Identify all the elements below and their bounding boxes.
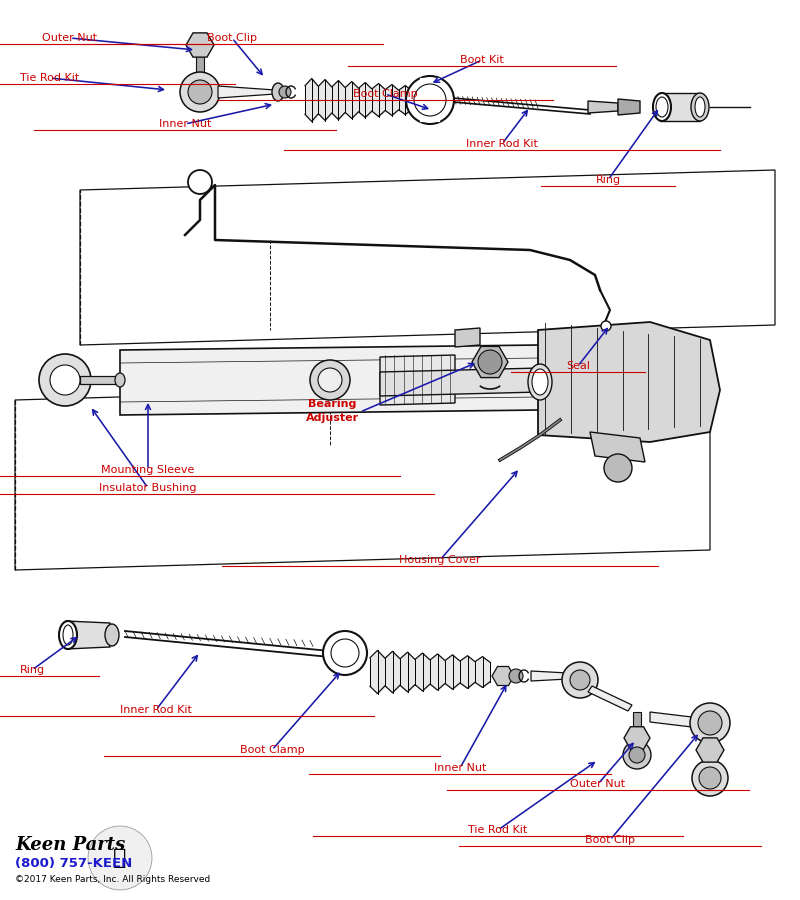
Text: 🚗: 🚗 (114, 848, 126, 868)
Text: Inner Nut: Inner Nut (434, 763, 486, 773)
Ellipse shape (105, 624, 119, 646)
Circle shape (570, 670, 590, 690)
Ellipse shape (695, 97, 705, 117)
Polygon shape (186, 33, 214, 57)
Circle shape (699, 767, 721, 789)
Text: Tie Rod Kit: Tie Rod Kit (20, 73, 80, 83)
Polygon shape (380, 368, 540, 396)
Circle shape (39, 354, 91, 406)
Ellipse shape (63, 625, 73, 645)
Ellipse shape (528, 364, 552, 400)
Ellipse shape (532, 369, 548, 395)
Polygon shape (380, 355, 455, 405)
Polygon shape (80, 376, 120, 384)
Polygon shape (696, 738, 724, 762)
Circle shape (331, 639, 359, 667)
Circle shape (623, 741, 651, 769)
Bar (633, 712, 641, 732)
Circle shape (509, 669, 523, 683)
Circle shape (698, 711, 722, 735)
Ellipse shape (656, 97, 668, 117)
Circle shape (604, 454, 632, 482)
Polygon shape (455, 328, 480, 347)
Circle shape (406, 76, 454, 124)
Text: Housing Cover: Housing Cover (399, 555, 481, 565)
Text: Ring: Ring (19, 665, 45, 675)
Ellipse shape (653, 93, 671, 121)
Text: Inner Rod Kit: Inner Rod Kit (120, 705, 192, 715)
Circle shape (310, 360, 350, 400)
Polygon shape (531, 671, 568, 681)
Text: Keen Parts: Keen Parts (15, 836, 126, 854)
Text: Boot Clamp: Boot Clamp (353, 89, 418, 99)
Ellipse shape (115, 373, 125, 387)
Polygon shape (492, 667, 514, 686)
Text: Bearing: Bearing (308, 399, 356, 409)
Text: Adjuster: Adjuster (306, 413, 358, 423)
Circle shape (323, 631, 367, 675)
Polygon shape (218, 86, 275, 98)
Circle shape (279, 86, 291, 98)
Ellipse shape (59, 621, 77, 649)
Text: Mounting Sleeve: Mounting Sleeve (102, 465, 194, 475)
Circle shape (601, 321, 611, 331)
Circle shape (692, 760, 728, 796)
Text: (800) 757-KEEN: (800) 757-KEEN (15, 858, 132, 870)
Circle shape (690, 703, 730, 743)
Text: Insulator Bushing: Insulator Bushing (99, 483, 197, 493)
Text: Boot Clamp: Boot Clamp (240, 745, 304, 755)
Ellipse shape (272, 83, 284, 101)
Polygon shape (66, 621, 110, 649)
Text: Outer Nut: Outer Nut (570, 779, 626, 789)
Text: Inner Nut: Inner Nut (159, 119, 211, 129)
Bar (196, 50, 204, 72)
Polygon shape (588, 101, 618, 113)
Polygon shape (618, 99, 640, 115)
Text: Ring: Ring (595, 175, 621, 185)
Text: Boot Clip: Boot Clip (585, 835, 635, 845)
Bar (706, 749, 714, 767)
Circle shape (88, 826, 152, 890)
Polygon shape (590, 432, 645, 462)
Circle shape (188, 80, 212, 104)
Circle shape (629, 747, 645, 763)
Text: Boot Kit: Boot Kit (460, 55, 504, 65)
Polygon shape (650, 712, 700, 728)
Text: Outer Nut: Outer Nut (42, 33, 98, 43)
Text: Boot Clip: Boot Clip (207, 33, 257, 43)
Text: ©2017 Keen Parts, Inc. All Rights Reserved: ©2017 Keen Parts, Inc. All Rights Reserv… (15, 876, 210, 885)
Ellipse shape (691, 93, 709, 121)
Circle shape (562, 662, 598, 698)
Circle shape (50, 365, 80, 395)
Polygon shape (588, 686, 632, 711)
Polygon shape (120, 345, 540, 415)
Circle shape (188, 170, 212, 194)
Polygon shape (538, 322, 720, 442)
Text: Tie Rod Kit: Tie Rod Kit (468, 825, 528, 835)
Circle shape (318, 368, 342, 392)
Circle shape (478, 350, 502, 374)
Circle shape (180, 72, 220, 112)
Polygon shape (660, 93, 700, 121)
Text: Seal: Seal (566, 361, 590, 371)
Text: Inner Rod Kit: Inner Rod Kit (466, 139, 538, 149)
Circle shape (414, 84, 446, 116)
Polygon shape (472, 346, 508, 378)
Polygon shape (624, 726, 650, 750)
